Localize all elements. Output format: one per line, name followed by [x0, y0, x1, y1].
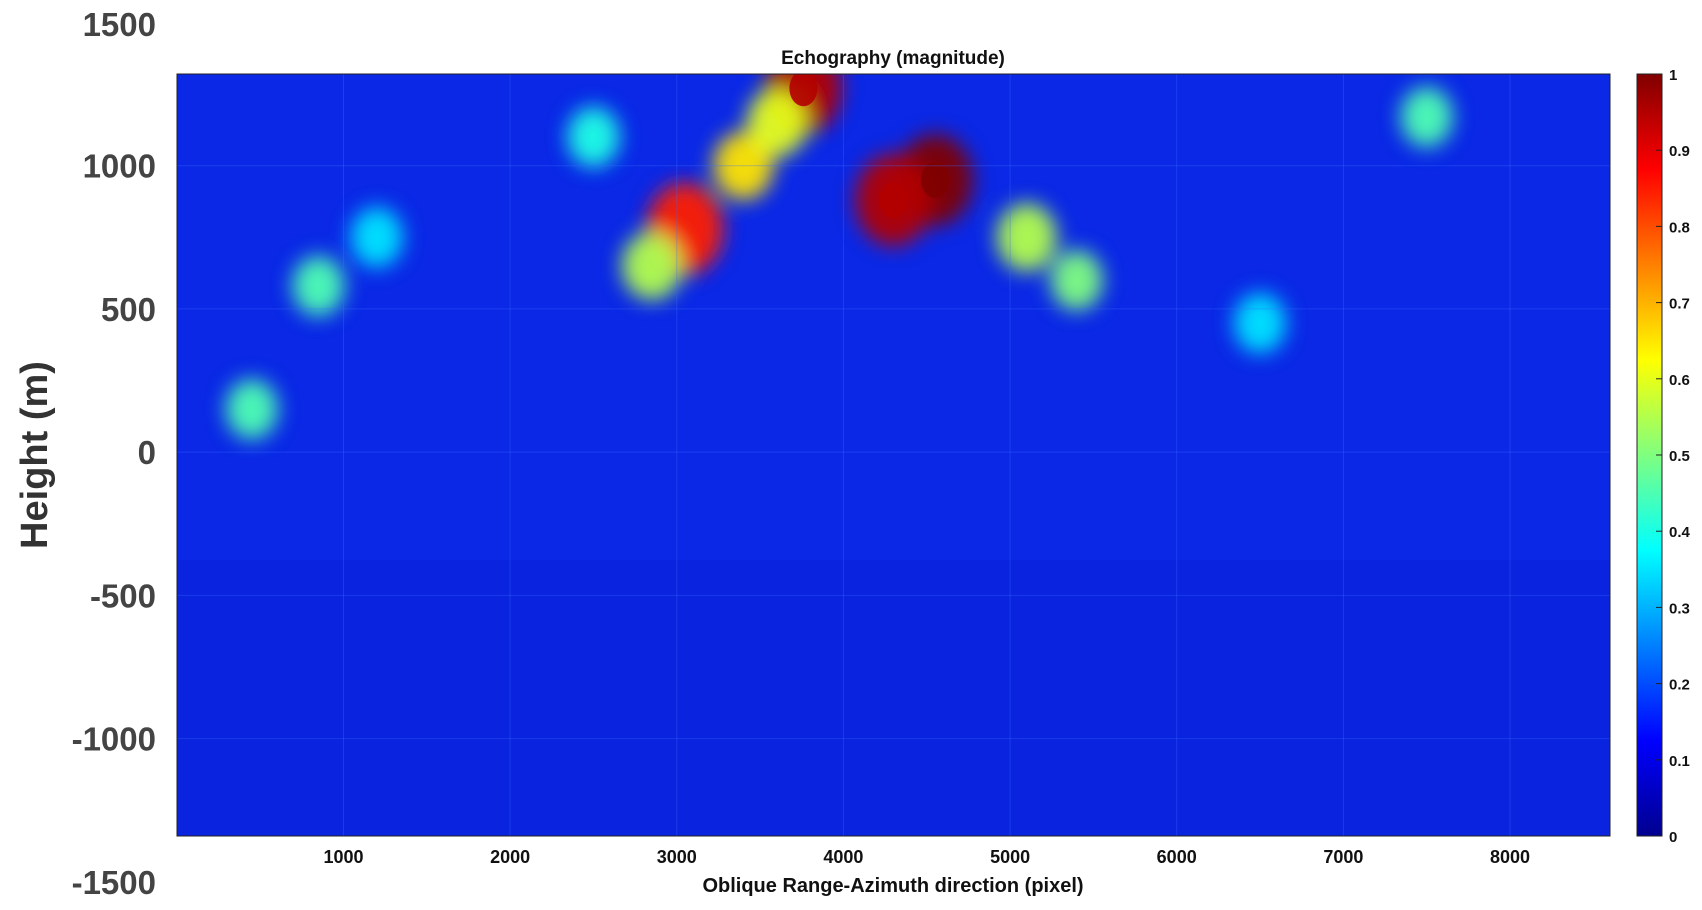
- heatmap-peak-core-1: [921, 162, 950, 198]
- colorbar-tick-label-9: 0.8: [1669, 219, 1690, 236]
- colorbar-tick-label-7: 0.6: [1669, 372, 1690, 389]
- colorbar-tick-label-10: 0.9: [1669, 143, 1690, 160]
- colorbar: 0 0.1 0.2 0.3 0.4 0.5 0.6 0.7 0.8 0.9 1: [1636, 67, 1691, 846]
- colorbar-tick-label-3: 0.2: [1669, 677, 1690, 694]
- heatmap-peak-core-3: [789, 74, 818, 107]
- x-tick-label-1: 1000: [323, 847, 363, 867]
- colorbar-tick-label-11: 1: [1669, 67, 1677, 84]
- x-tick-label-2: 2000: [490, 847, 530, 867]
- plot-frame: [176, 73, 1611, 837]
- y-tick-label-6: -1000: [72, 721, 156, 758]
- x-axis-label: Oblique Range-Azimuth direction (pixel): [702, 875, 1083, 897]
- heatmap-feature-9: [621, 231, 682, 300]
- y-axis-label: Height (m): [14, 361, 56, 549]
- y-tick-label-5: -500: [90, 577, 156, 614]
- heatmap-feature-11: [292, 256, 345, 316]
- y-tick-label-3: 500: [101, 291, 156, 328]
- heatmap-lower-band: [177, 560, 1610, 836]
- chart-title: Echography (magnitude): [781, 48, 1005, 69]
- y-tick-label-1: 1500: [83, 6, 156, 43]
- heatmap-feature-15: [1234, 293, 1286, 354]
- y-tick-label-2: 1000: [83, 148, 156, 185]
- heatmap-feature-13: [567, 107, 620, 167]
- colorbar-tick-label-2: 0.1: [1669, 753, 1690, 770]
- heatmap-peak-core-2: [879, 182, 908, 218]
- x-tick-label-4: 4000: [823, 847, 863, 867]
- colorbar-tick-label-4: 0.3: [1669, 600, 1690, 617]
- colorbar-tick-label-6: 0.5: [1669, 448, 1690, 465]
- colorbar-tick-label-1: 0: [1669, 829, 1677, 846]
- heatmap-feature-10: [1400, 87, 1453, 147]
- heatmap-feature-8: [1050, 250, 1103, 311]
- x-tick-label-6: 6000: [1157, 847, 1197, 867]
- x-tick-label-8: 8000: [1490, 847, 1530, 867]
- heatmap-feature-7: [996, 203, 1057, 272]
- x-tick-label-5: 5000: [990, 847, 1030, 867]
- x-tick-label-7: 7000: [1323, 847, 1363, 867]
- heatmap-feature-12: [225, 379, 278, 440]
- y-tick-label-4: 0: [138, 434, 156, 471]
- heatmap-feature-14: [350, 207, 403, 268]
- colorbar-tick-label-5: 0.4: [1669, 524, 1691, 541]
- heatmap-feature-6: [746, 88, 807, 157]
- x-tick-label-3: 3000: [657, 847, 697, 867]
- heatmap-plot-area: [176, 73, 1611, 837]
- colorbar-tick-label-8: 0.7: [1669, 296, 1690, 313]
- y-tick-label-7: -1500: [72, 864, 156, 901]
